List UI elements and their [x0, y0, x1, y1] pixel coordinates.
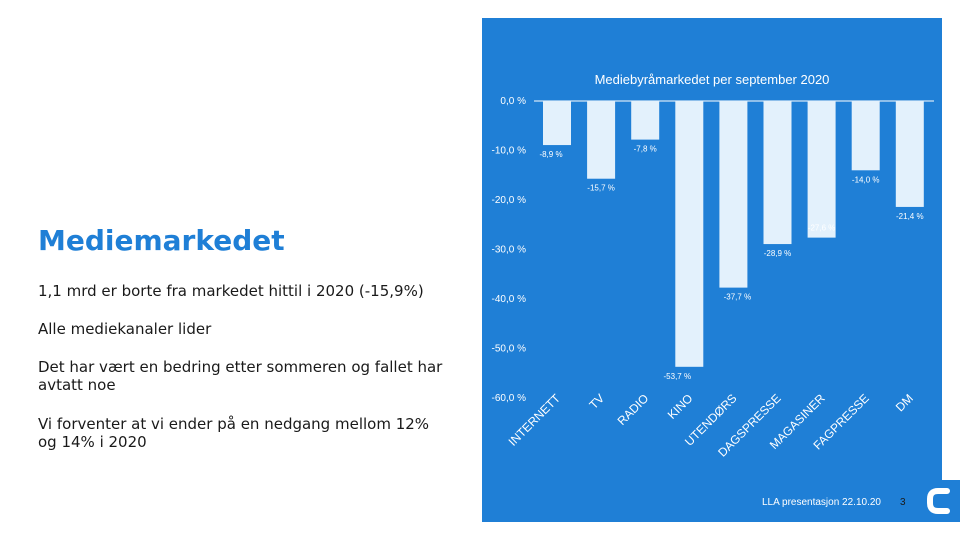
bar	[587, 101, 616, 179]
x-tick-label: KINO	[665, 391, 696, 422]
x-tick-label: RADIO	[615, 391, 652, 428]
y-tick-label: -50,0 %	[492, 344, 527, 355]
bar	[719, 101, 748, 288]
y-tick-label: -30,0 %	[492, 245, 527, 256]
footer-text: LLA presentasjon 22.10.20	[762, 497, 881, 508]
y-tick-label: -60,0 %	[492, 393, 527, 404]
bar	[543, 101, 571, 146]
bullet-item: 1,1 mrd er borte fra markedet hittil i 2…	[38, 282, 424, 300]
x-tick-label: TV	[586, 391, 607, 412]
chart-title: Mediebyråmarkedet per september 2020	[595, 72, 830, 87]
x-tick-label: DM	[893, 391, 916, 414]
slide-title: Mediemarkedet	[38, 224, 285, 257]
data-label: -27,6 %	[808, 224, 836, 233]
bar-chart: Mediebyråmarkedet per september 2020 0,0 …	[492, 72, 934, 460]
data-label: -21,4 %	[896, 212, 924, 221]
bar	[807, 101, 836, 238]
y-tick-label: -40,0 %	[492, 294, 527, 305]
data-label: -28,9 %	[764, 249, 792, 258]
bullet-item: Vi forventer at vi ender på en nedgang m…	[38, 415, 430, 451]
bullet-item: Alle mediekanaler lider	[38, 320, 212, 338]
bar	[895, 101, 924, 207]
chart-panel: Mediebyråmarkedet per september 2020 0,0 …	[482, 18, 942, 522]
data-label: -53,7 %	[664, 372, 692, 381]
bar	[763, 101, 792, 245]
y-tick-label: 0,0 %	[500, 96, 526, 107]
bar	[631, 101, 660, 140]
data-label: -37,7 %	[724, 293, 752, 302]
bar	[675, 101, 704, 367]
bar	[851, 101, 880, 171]
page-number: 3	[900, 497, 906, 508]
data-label: -8,9 %	[539, 150, 562, 159]
bullet-item: Det har vært en bedring etter sommeren o…	[38, 358, 443, 394]
data-label: -15,7 %	[587, 184, 615, 193]
y-tick-label: -20,0 %	[492, 195, 527, 206]
c-logo-icon	[920, 480, 960, 522]
data-label: -14,0 %	[852, 175, 880, 184]
y-tick-label: -10,0 %	[492, 146, 527, 157]
data-label: -7,8 %	[634, 145, 657, 154]
